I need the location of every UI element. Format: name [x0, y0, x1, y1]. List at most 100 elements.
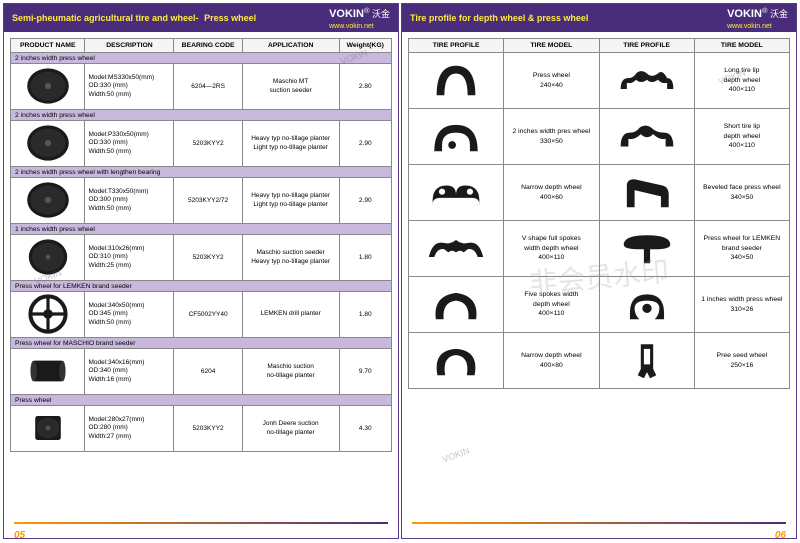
left-footer: 05 [4, 520, 398, 538]
column-header: DESCRIPTION [85, 39, 174, 53]
tire-model-cell: Pree seed wheel250×16 [694, 333, 789, 389]
column-header: TIRE PROFILE [599, 39, 694, 53]
left-header: Semi-pheumatic agricultural tire and whe… [4, 4, 398, 32]
tire-profile-icon [616, 58, 678, 100]
column-header: TIRE MODEL [504, 39, 599, 53]
tire-model-cell: 2 inches width pres wheel330×50 [504, 109, 599, 165]
application-cell: LEMKEN drill planter [242, 292, 339, 338]
column-header: APPLICATION [242, 39, 339, 53]
tire-model-cell: Narrow depth wheel400×80 [504, 333, 599, 389]
table-row: Five spokes widthdepth wheel400×1101 inc… [409, 277, 790, 333]
table-row: Narrow depth wheel400×60Beveled face pre… [409, 165, 790, 221]
section-header-row: Press wheel for MASCHIO brand seeder [11, 338, 392, 349]
profile-image-cell [599, 221, 694, 277]
description-cell: Model:340x16(mm)OD:340 (mm)Width:16 (mm) [85, 349, 174, 395]
product-image-cell [11, 64, 85, 110]
wheel-icon [24, 123, 72, 163]
bearing-code-cell: 6204 [174, 349, 242, 395]
profile-image-cell [599, 333, 694, 389]
table-row: Model:310x26(mm)OD:310 (mm)Width:25 (mm)… [11, 235, 392, 281]
column-header: PRODUCT NAME [11, 39, 85, 53]
brand-name: VOKIN [727, 8, 762, 20]
bearing-code-cell: 5203KYY2/72 [174, 178, 242, 224]
bearing-code-cell: 5203KYY2 [174, 121, 242, 167]
left-page-number: 05 [14, 530, 25, 541]
wheel-icon [24, 408, 72, 448]
bearing-code-cell: CF5002YY40 [174, 292, 242, 338]
left-title-text: Semi-pheumatic agricultural tire and whe… [12, 13, 199, 23]
right-page: Tire profile for depth wheel & press whe… [401, 3, 797, 539]
brand-url: www.vokin.net [329, 23, 374, 30]
right-footer: 06 [402, 520, 796, 538]
brand-cn: 沃金 [770, 9, 788, 19]
profile-image-cell [599, 53, 694, 109]
column-header: BEARING CODE [174, 39, 242, 53]
right-brand: VOKIN® 沃金 www.vokin.net [727, 6, 788, 30]
profile-image-cell [599, 277, 694, 333]
table-row: Narrow depth wheel400×80 Pree seed wheel2… [409, 333, 790, 389]
weight-cell: 1.80 [339, 292, 391, 338]
weight-cell: 1.80 [339, 235, 391, 281]
section-label: 2 inches width press wheel with lengthen… [11, 167, 392, 178]
application-cell: Heavy typ no-tillage planterLight typ no… [242, 121, 339, 167]
weight-cell: 4.30 [339, 406, 391, 452]
description-cell: Model:P330x50(mm)OD:330 (mm)Width:50 (mm… [85, 121, 174, 167]
section-header-row: 1 inches width press wheel [11, 224, 392, 235]
section-label: 2 inches width press wheel [11, 53, 392, 64]
tire-profile-icon [425, 114, 487, 156]
section-header-row: Press wheel for LEMKEN brand seeder [11, 281, 392, 292]
left-title: Semi-pheumatic agricultural tire and whe… [12, 13, 329, 23]
table-row: Model:T330x50(mm)OD:300 (mm)Width:50 (mm… [11, 178, 392, 224]
description-cell: Model:MS330x50(mm)OD:330 (mm)Width:50 (m… [85, 64, 174, 110]
table-row: Model:P330x50(mm)OD:330 (mm)Width:50 (mm… [11, 121, 392, 167]
tire-model-cell: Five spokes widthdepth wheel400×110 [504, 277, 599, 333]
tire-profile-icon [425, 58, 487, 100]
brand-reg: ® [762, 6, 768, 15]
profile-image-cell [409, 333, 504, 389]
left-brand: VOKIN® 沃金www.vokin.net [329, 6, 390, 30]
weight-cell: 2.90 [339, 178, 391, 224]
application-cell: Maschio suctionno-tillage planter [242, 349, 339, 395]
bearing-code-cell: 5203KYY2 [174, 406, 242, 452]
column-header: TIRE PROFILE [409, 39, 504, 53]
table-row: V shape full spokeswidth depth wheel400×… [409, 221, 790, 277]
table-row: Model:340x50(mm)OD:345 (mm)Width:50 (mm)… [11, 292, 392, 338]
left-content: VOKIN VOKIN PRODUCT NAMEDESCRIPTIONBEARI… [4, 32, 398, 520]
description-cell: Model:280x27(mm)OD:280 (mm)Width:27 (mm) [85, 406, 174, 452]
left-page: Semi-pheumatic agricultural tire and whe… [3, 3, 399, 539]
description-cell: Model:340x50(mm)OD:345 (mm)Width:50 (mm) [85, 292, 174, 338]
application-cell: Maschio MTsuction seeder [242, 64, 339, 110]
section-header-row: 2 inches width press wheel [11, 53, 392, 64]
column-header: TIRE MODEL [694, 39, 789, 53]
tire-profile-icon [425, 338, 487, 380]
right-page-number: 06 [775, 530, 786, 541]
section-header-row: 2 inches width press wheel [11, 110, 392, 121]
tire-model-cell: Short tire lipdepth wheel400×110 [694, 109, 789, 165]
section-label: 2 inches width press wheel [11, 110, 392, 121]
profile-image-cell [409, 109, 504, 165]
right-header: Tire profile for depth wheel & press whe… [402, 4, 796, 32]
wheel-icon [24, 351, 72, 391]
tire-profile-icon [616, 226, 678, 268]
tire-profile-icon [425, 282, 487, 324]
tire-profile-icon [616, 114, 678, 156]
section-label: Press wheel for MASCHIO brand seeder [11, 338, 392, 349]
tire-model-cell: Press wheel for LEMKENbrand seeder340×50 [694, 221, 789, 277]
tire-profile-icon [616, 170, 678, 212]
profile-image-cell [409, 221, 504, 277]
wheel-icon [24, 294, 72, 334]
brand-url: www.vokin.net [727, 23, 772, 30]
tire-profile-icon [616, 282, 678, 324]
description-cell: Model:T330x50(mm)OD:300 (mm)Width:50 (mm… [85, 178, 174, 224]
product-image-cell [11, 292, 85, 338]
product-image-cell [11, 121, 85, 167]
product-image-cell [11, 178, 85, 224]
section-label: Press wheel [11, 395, 392, 406]
bearing-code-cell: 6204—2RS [174, 64, 242, 110]
product-image-cell [11, 406, 85, 452]
section-header-row: 2 inches width press wheel with lengthen… [11, 167, 392, 178]
profile-image-cell [409, 53, 504, 109]
press-wheel-table: PRODUCT NAMEDESCRIPTIONBEARING CODEAPPLI… [10, 38, 392, 452]
tire-model-cell: Press wheel240×40 [504, 53, 599, 109]
tire-profile-icon [425, 226, 487, 268]
